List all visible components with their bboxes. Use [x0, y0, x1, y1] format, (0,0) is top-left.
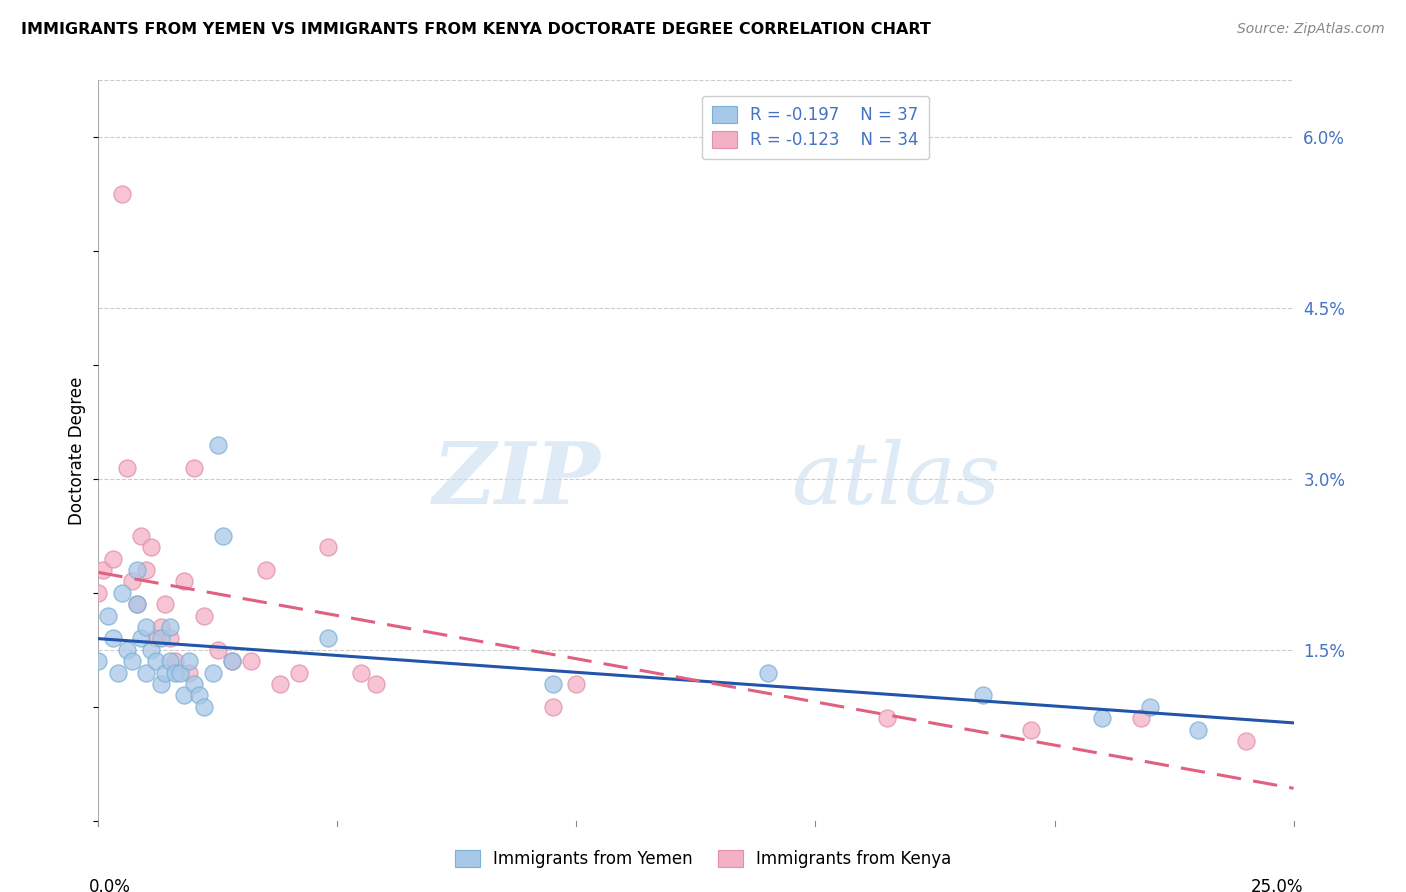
Point: [316, 541, 339, 555]
Point: [541, 699, 564, 714]
Point: [193, 608, 215, 623]
Point: [207, 642, 229, 657]
Point: [139, 642, 162, 657]
Point: [125, 597, 148, 611]
Legend: Immigrants from Yemen, Immigrants from Kenya: Immigrants from Yemen, Immigrants from K…: [449, 843, 957, 875]
Text: 25.0%: 25.0%: [1250, 878, 1303, 892]
Point: [131, 632, 153, 646]
Point: [316, 632, 339, 646]
Point: [145, 654, 167, 668]
Point: [240, 654, 263, 668]
Point: [1091, 711, 1114, 725]
Point: [183, 460, 205, 475]
Point: [173, 574, 195, 589]
Point: [115, 460, 138, 475]
Point: [149, 632, 172, 646]
Point: [1187, 723, 1209, 737]
Point: [101, 632, 124, 646]
Point: [149, 677, 172, 691]
Point: [149, 620, 172, 634]
Point: [221, 654, 243, 668]
Point: [364, 677, 387, 691]
Point: [163, 665, 186, 680]
Text: Doctorate Degree: Doctorate Degree: [67, 376, 86, 524]
Point: [121, 654, 143, 668]
Point: [97, 608, 120, 623]
Point: [876, 711, 898, 725]
Point: [1139, 699, 1161, 714]
Point: [211, 529, 233, 543]
Point: [159, 632, 181, 646]
Point: [87, 586, 110, 600]
Text: IMMIGRANTS FROM YEMEN VS IMMIGRANTS FROM KENYA DOCTORATE DEGREE CORRELATION CHAR: IMMIGRANTS FROM YEMEN VS IMMIGRANTS FROM…: [21, 22, 931, 37]
Text: 0.0%: 0.0%: [89, 878, 131, 892]
Point: [1019, 723, 1042, 737]
Text: Source: ZipAtlas.com: Source: ZipAtlas.com: [1237, 22, 1385, 37]
Point: [135, 620, 157, 634]
Point: [183, 677, 205, 691]
Legend: R = -0.197    N = 37, R = -0.123    N = 34: R = -0.197 N = 37, R = -0.123 N = 34: [702, 96, 929, 159]
Point: [193, 699, 215, 714]
Point: [121, 574, 143, 589]
Point: [107, 665, 129, 680]
Point: [135, 563, 157, 577]
Point: [221, 654, 243, 668]
Point: [111, 586, 134, 600]
Point: [179, 654, 201, 668]
Point: [350, 665, 373, 680]
Point: [1234, 734, 1257, 748]
Point: [169, 665, 191, 680]
Point: [202, 665, 225, 680]
Point: [1129, 711, 1152, 725]
Point: [87, 654, 110, 668]
Point: [288, 665, 311, 680]
Point: [155, 665, 177, 680]
Point: [565, 677, 588, 691]
Point: [111, 187, 134, 202]
Text: atlas: atlas: [792, 439, 1001, 522]
Point: [179, 665, 201, 680]
Point: [972, 689, 994, 703]
Point: [155, 597, 177, 611]
Point: [91, 563, 114, 577]
Point: [115, 642, 138, 657]
Point: [207, 438, 229, 452]
Point: [269, 677, 291, 691]
Point: [159, 654, 181, 668]
Point: [145, 632, 167, 646]
Point: [173, 689, 195, 703]
Point: [135, 665, 157, 680]
Point: [131, 529, 153, 543]
Text: ZIP: ZIP: [433, 438, 600, 522]
Point: [101, 551, 124, 566]
Point: [159, 620, 181, 634]
Point: [187, 689, 209, 703]
Point: [139, 541, 162, 555]
Point: [163, 654, 186, 668]
Point: [254, 563, 277, 577]
Point: [756, 665, 779, 680]
Point: [125, 563, 148, 577]
Point: [125, 597, 148, 611]
Point: [541, 677, 564, 691]
